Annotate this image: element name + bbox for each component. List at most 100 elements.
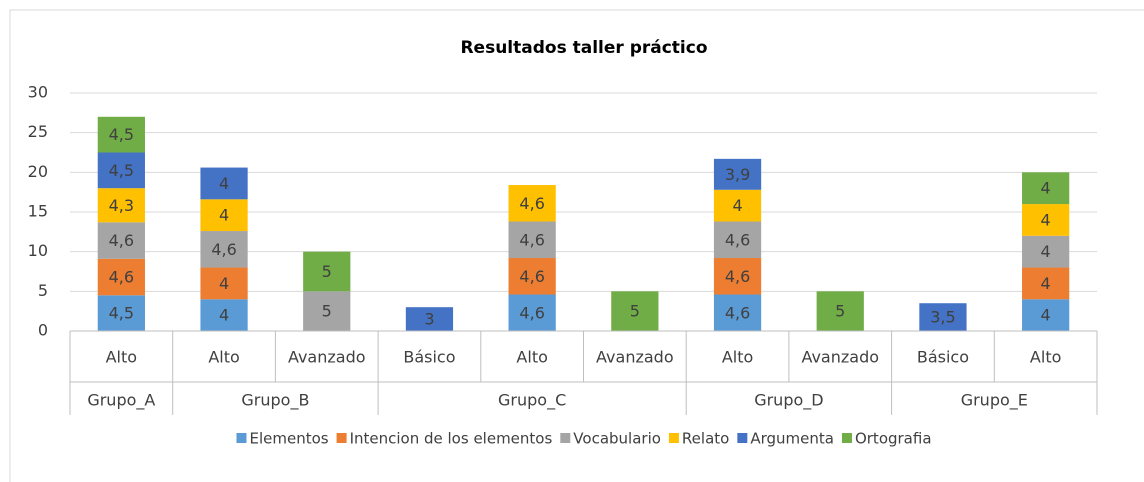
group-label: Grupo_D — [754, 391, 823, 411]
bar-segment — [97, 188, 145, 223]
bar-segment — [1022, 235, 1070, 268]
bar-segment — [508, 258, 556, 295]
chart-title: Resultados taller práctico — [460, 38, 707, 58]
group-label: Grupo_C — [498, 391, 566, 411]
data-label: 4 — [1041, 306, 1051, 325]
legend: Elementos Intencion de los elementos Vocab… — [236, 430, 932, 448]
data-label: 4 — [1041, 210, 1051, 229]
legend-swatch — [737, 433, 748, 443]
bar-segment — [200, 199, 248, 232]
legend-swatch — [336, 433, 347, 443]
x-tick-label: Alto — [722, 348, 753, 367]
bar-segment — [1022, 172, 1070, 205]
bar-segment — [508, 294, 556, 331]
y-tick-label: 20 — [28, 162, 48, 181]
bar-segment — [713, 189, 762, 222]
bar-segment — [200, 299, 248, 331]
bar-segment — [97, 222, 145, 259]
data-label: 4,6 — [211, 240, 236, 259]
legend-label: Argumenta — [750, 430, 834, 448]
bar-segment — [200, 267, 248, 300]
x-tick-label: Alto — [208, 348, 239, 367]
data-label: 5 — [630, 302, 640, 321]
bar-segment — [713, 258, 762, 295]
bar-segment — [1022, 204, 1070, 236]
data-label: 3,9 — [725, 165, 750, 184]
bar-segment — [508, 185, 556, 222]
data-label: 4,5 — [109, 161, 134, 180]
data-label: 4 — [1041, 274, 1051, 293]
data-label: 4 — [219, 306, 229, 325]
data-label: 5 — [322, 262, 332, 281]
data-label: 4,6 — [109, 268, 134, 287]
bar-segment — [97, 116, 145, 153]
data-label: 4 — [219, 274, 229, 293]
y-tick-label: 5 — [38, 281, 48, 300]
bar-segment — [303, 251, 351, 292]
data-label: 4,6 — [519, 303, 544, 322]
bar-segment — [303, 291, 351, 331]
data-label: 4 — [219, 174, 229, 193]
data-label: 4 — [1041, 179, 1051, 198]
data-label: 4,6 — [109, 231, 134, 250]
data-label: 4 — [219, 206, 229, 225]
legend-swatch — [560, 433, 571, 443]
legend-label: Ortografia — [855, 430, 932, 448]
bar-segment — [919, 303, 967, 331]
bar-segment — [713, 158, 762, 190]
legend-swatch — [841, 433, 852, 443]
bar-segment — [713, 294, 762, 331]
x-tick-label: Alto — [516, 348, 547, 367]
legend-label: Vocabulario — [573, 430, 661, 448]
group-label: Grupo_E — [961, 391, 1028, 411]
data-label: 4,6 — [519, 267, 544, 286]
y-tick-label: 30 — [28, 83, 48, 102]
data-label: 4,6 — [519, 194, 544, 213]
data-label: 4,3 — [109, 196, 134, 215]
x-tick-label: Alto — [106, 348, 137, 367]
y-tick-label: 15 — [28, 202, 48, 221]
bar-segment — [508, 221, 556, 259]
legend-label: Relato — [682, 430, 729, 448]
bar-segment — [816, 291, 864, 331]
bar-segment — [611, 291, 659, 331]
x-tick-label: Básico — [917, 348, 969, 367]
data-label: 4,6 — [725, 267, 750, 286]
x-tick-label: Avanzado — [596, 348, 674, 367]
chart-border — [9, 9, 1144, 482]
legend-swatch — [668, 433, 679, 443]
legend-label: Elementos — [249, 430, 328, 448]
data-label: 3 — [424, 310, 434, 329]
bar-segment — [97, 152, 145, 189]
data-label: 4 — [1041, 242, 1051, 261]
legend-label: Intencion de los elementos — [350, 430, 553, 448]
data-label: 4,5 — [109, 304, 134, 323]
data-label: 4,5 — [109, 125, 134, 144]
data-label: 4,6 — [519, 230, 544, 249]
group-label: Grupo_A — [87, 391, 155, 411]
bar-segment — [1022, 267, 1070, 300]
data-label: 5 — [835, 302, 845, 321]
bar-segment — [200, 231, 248, 268]
x-tick-label: Avanzado — [801, 348, 879, 367]
bar-segment — [97, 295, 145, 331]
data-label: 4 — [732, 196, 742, 215]
data-label: 3,5 — [930, 308, 955, 327]
y-tick-label: 0 — [38, 321, 48, 340]
bar-segment — [1022, 299, 1070, 331]
group-label: Grupo_B — [241, 391, 309, 411]
y-tick-label: 25 — [28, 122, 48, 141]
bar-segment — [713, 221, 762, 259]
legend-swatch — [236, 433, 247, 443]
data-label: 5 — [322, 302, 332, 321]
x-tick-label: Alto — [1030, 348, 1061, 367]
x-tick-label: Avanzado — [288, 348, 366, 367]
bar-segment — [405, 307, 454, 331]
data-label: 4,6 — [725, 230, 750, 249]
data-label: 4,6 — [725, 303, 750, 322]
bar-segment — [97, 258, 145, 296]
y-tick-label: 10 — [28, 241, 48, 260]
x-tick-label: Básico — [403, 348, 455, 367]
bar-segment — [200, 167, 248, 200]
